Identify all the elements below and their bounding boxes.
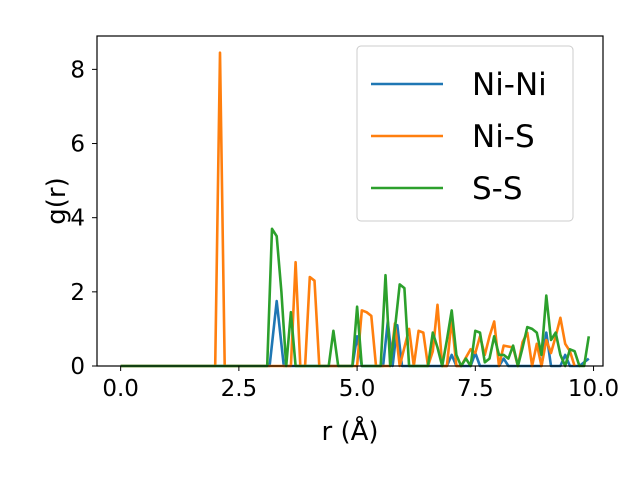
y-tick-label: 4 [70,206,85,232]
x-axis: 0.0 2.5 5.0 7.5 10.0 [102,366,619,402]
legend-label: Ni-Ni [472,67,547,103]
legend-label: Ni-S [472,119,535,155]
y-axis: 0 2 4 6 8 [70,57,97,380]
series-line-ni-s [120,51,576,368]
series-line-s-s [120,227,591,368]
x-tick-label: 2.5 [221,376,258,402]
legend-box [356,45,574,222]
x-tick-label: 7.5 [457,376,494,402]
y-axis-label: g(r) [42,177,72,224]
legend-label: S-S [472,171,523,207]
y-tick-label: 2 [70,280,85,306]
y-tick-label: 8 [70,57,85,83]
x-axis-label: r (Å) [321,415,378,447]
axes-frame [96,35,604,367]
legend: Ni-Ni Ni-S S-S [356,45,574,222]
x-tick-label: 10.0 [568,376,619,402]
y-tick-label: 6 [70,132,85,158]
x-tick-label: 0.0 [102,376,139,402]
y-tick-label: 0 [70,354,85,380]
x-tick-label: 5.0 [339,376,376,402]
